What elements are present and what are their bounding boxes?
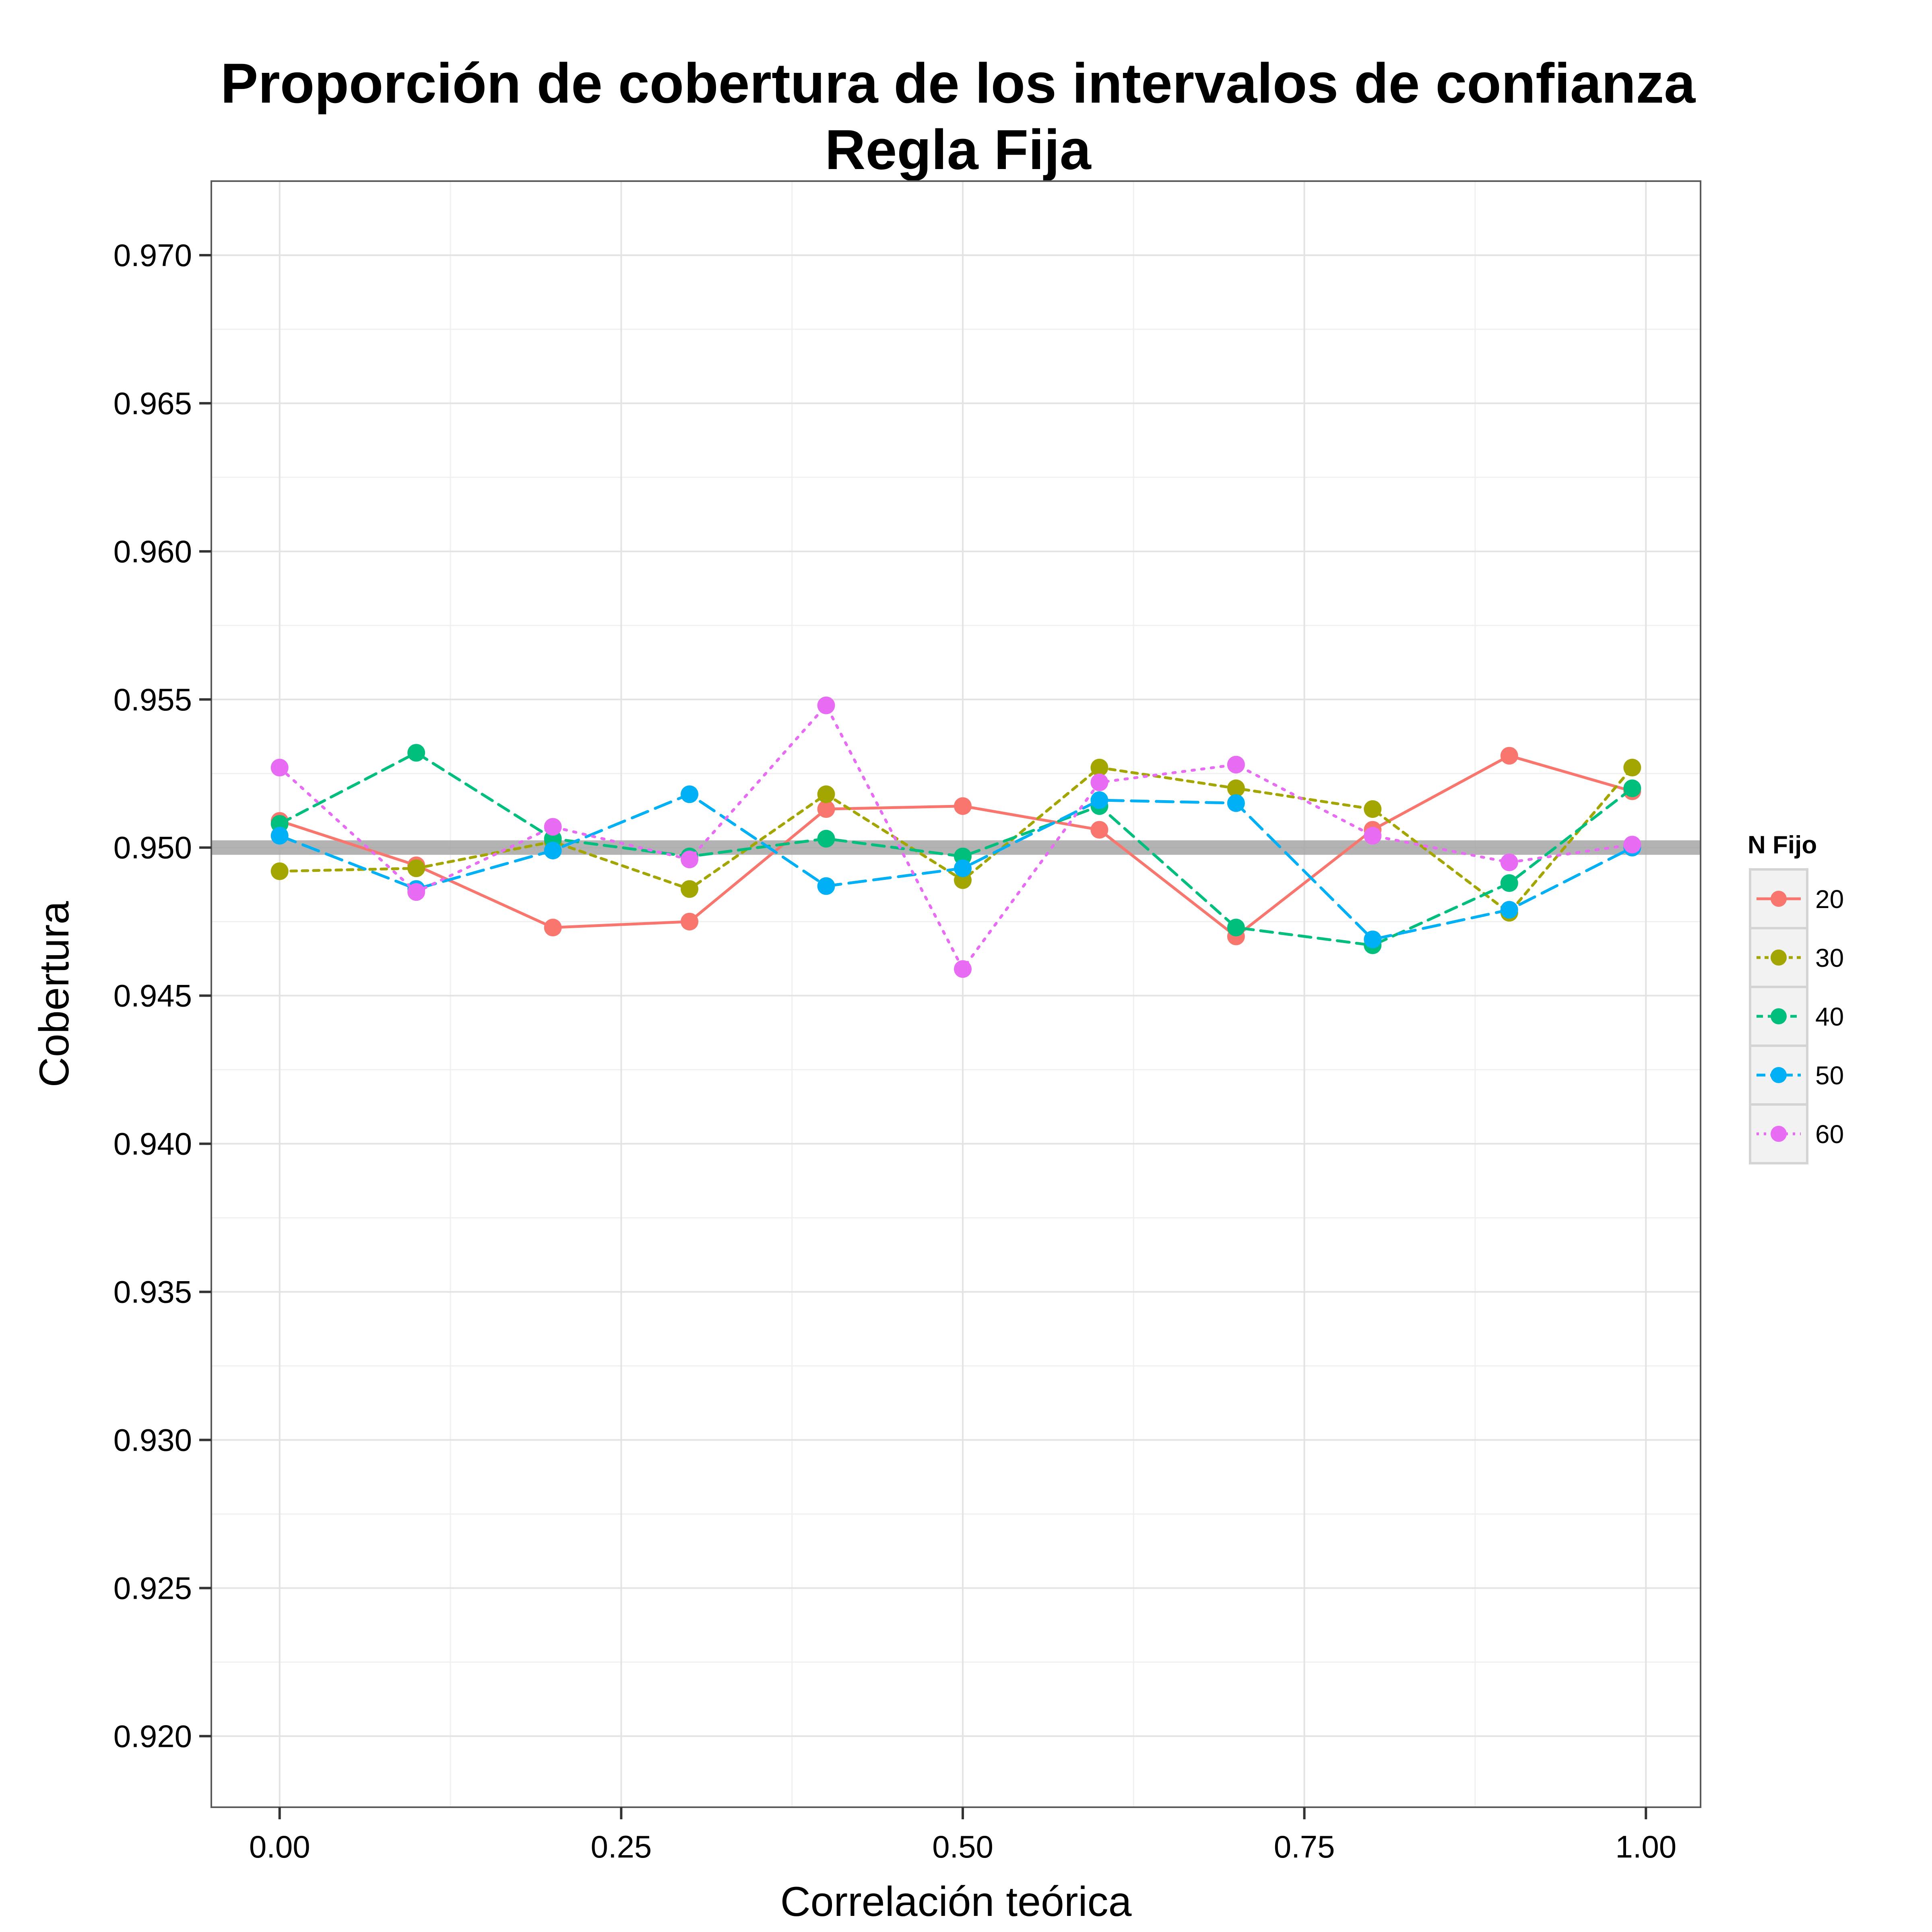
- x-axis: 0.00 0.25 0.50 0.75 1.00: [249, 1807, 1676, 1864]
- chart-subtitle: Regla Fija: [825, 118, 1091, 181]
- data-point-30: [817, 785, 835, 803]
- data-point-20: [817, 800, 835, 818]
- legend-item-60: 60: [1749, 1103, 1844, 1164]
- series-60: [270, 696, 1641, 978]
- data-point-20: [544, 919, 562, 937]
- legend-key-point: [1771, 1067, 1787, 1083]
- data-point-60: [817, 696, 835, 714]
- legend-key-point: [1771, 949, 1787, 966]
- legend-item-20: 20: [1749, 868, 1844, 929]
- series-50: [270, 785, 1641, 948]
- y-tick-label: 0.925: [114, 1570, 192, 1606]
- data-point-30: [1623, 759, 1641, 777]
- data-point-30: [407, 859, 425, 877]
- legend-label: 20: [1815, 885, 1844, 914]
- data-point-60: [1227, 755, 1245, 774]
- data-point-60: [544, 818, 562, 836]
- y-tick-label: 0.930: [114, 1422, 192, 1458]
- plot-border: [211, 180, 1701, 1808]
- data-point-20: [954, 797, 972, 815]
- data-point-20: [1500, 747, 1518, 765]
- data-point-40: [407, 744, 425, 762]
- data-point-60: [1500, 853, 1518, 871]
- plot-panel: [211, 181, 1701, 1807]
- series-line-40: [278, 751, 1634, 947]
- legend-label: 50: [1815, 1061, 1844, 1090]
- data-point-30: [1364, 800, 1382, 818]
- data-point-60: [1090, 773, 1108, 791]
- data-point-60: [1364, 827, 1382, 845]
- y-axis: 0.920 0.925 0.930 0.935 0.940 0.945 0.950 0.955…: [114, 237, 211, 1754]
- data-point-40: [1227, 919, 1245, 937]
- data-point-50: [544, 842, 562, 860]
- data-point-30: [1090, 759, 1108, 777]
- legend: N Fijo 20 30 40 50 60: [1748, 831, 1844, 1164]
- y-tick-label: 0.970: [114, 237, 192, 273]
- y-tick-label: 0.920: [114, 1718, 192, 1754]
- data-point-50: [1500, 901, 1518, 919]
- data-point-50: [817, 877, 835, 895]
- data-point-30: [681, 880, 699, 898]
- x-tick-label: 0.25: [590, 1829, 652, 1864]
- y-tick-label: 0.935: [114, 1274, 192, 1310]
- data-point-30: [1227, 779, 1245, 797]
- y-tick-label: 0.955: [114, 682, 192, 717]
- grid: [211, 181, 1701, 1807]
- legend-item-50: 50: [1749, 1044, 1844, 1106]
- data-point-50: [681, 785, 699, 803]
- legend-label: 30: [1815, 943, 1844, 972]
- x-axis-title: Correlación teórica: [780, 1878, 1132, 1925]
- data-point-60: [270, 759, 289, 777]
- data-point-40: [1500, 874, 1518, 892]
- y-tick-label: 0.965: [114, 386, 192, 421]
- data-point-30: [270, 862, 289, 880]
- data-point-20: [1090, 821, 1108, 839]
- data-point-50: [1364, 930, 1382, 948]
- data-point-50: [1090, 791, 1108, 809]
- data-point-60: [954, 960, 972, 978]
- legend-item-30: 30: [1749, 927, 1844, 988]
- data-point-60: [407, 883, 425, 901]
- legend-key-point: [1771, 1008, 1787, 1024]
- series-layer: [270, 696, 1641, 978]
- legend-label: 40: [1815, 1002, 1844, 1031]
- data-point-40: [817, 830, 835, 848]
- y-axis-title: Cobertura: [31, 901, 78, 1088]
- data-point-60: [681, 850, 699, 869]
- legend-key-point: [1771, 891, 1787, 907]
- y-tick-label: 0.945: [114, 978, 192, 1013]
- y-tick-label: 0.940: [114, 1126, 192, 1162]
- data-point-50: [954, 859, 972, 877]
- data-point-60: [1623, 836, 1641, 854]
- x-tick-label: 0.00: [249, 1829, 310, 1864]
- legend-key-point: [1771, 1126, 1787, 1142]
- x-tick-label: 0.75: [1274, 1829, 1335, 1864]
- series-20: [270, 747, 1641, 945]
- legend-label: 60: [1815, 1120, 1844, 1149]
- data-point-50: [1227, 794, 1245, 812]
- chart-title: Proporción de cobertura de los intervalo…: [221, 52, 1696, 115]
- legend-item-40: 40: [1749, 986, 1844, 1047]
- y-tick-label: 0.950: [114, 830, 192, 865]
- data-point-20: [681, 912, 699, 931]
- data-point-50: [270, 827, 289, 845]
- legend-title: N Fijo: [1748, 831, 1817, 859]
- data-point-40: [1623, 779, 1641, 797]
- y-tick-label: 0.960: [114, 534, 192, 569]
- x-tick-label: 1.00: [1615, 1829, 1676, 1864]
- x-tick-label: 0.50: [932, 1829, 993, 1864]
